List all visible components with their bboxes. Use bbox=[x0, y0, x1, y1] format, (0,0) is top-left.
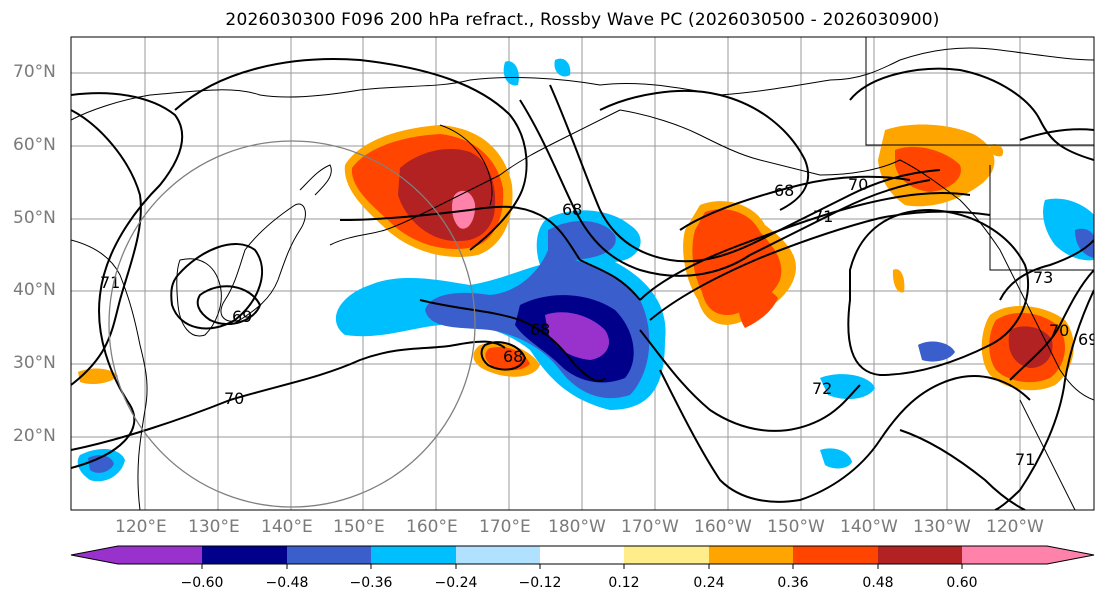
colorbar-tick-label: −0.12 bbox=[518, 575, 562, 591]
colorbar-tick-label: 0.36 bbox=[777, 575, 809, 591]
map-title: 2026030300 F096 200 hPa refract., Rossby… bbox=[225, 10, 940, 30]
colorbar-segment bbox=[371, 546, 456, 564]
contour-label: 68 bbox=[530, 320, 550, 339]
map-border bbox=[70, 36, 1095, 511]
contour-label: 73 bbox=[1033, 268, 1053, 287]
lon-label-160w: 160°W bbox=[694, 517, 752, 537]
colorbar-extend-max bbox=[1047, 546, 1094, 564]
lon-label-160e: 160°E bbox=[406, 517, 458, 537]
colorbar-segment bbox=[118, 546, 203, 564]
lat-label-30n: 30°N bbox=[13, 353, 56, 373]
anomaly-shading bbox=[77, 58, 1094, 482]
lon-label-120e: 120°E bbox=[115, 517, 167, 537]
lat-label-40n: 40°N bbox=[13, 280, 56, 300]
contour-label: 71 bbox=[100, 273, 120, 292]
contour-label: 72 bbox=[812, 379, 832, 398]
contour-label: 68 bbox=[503, 347, 523, 366]
colorbar-segment bbox=[202, 546, 287, 564]
lon-label-140e: 140°E bbox=[261, 517, 313, 537]
colorbar-segment bbox=[287, 546, 372, 564]
lon-label-150e: 150°E bbox=[333, 517, 385, 537]
contour-label: 70 bbox=[224, 389, 244, 408]
colorbar-segment bbox=[709, 546, 794, 564]
lon-label-150w: 150°W bbox=[767, 517, 825, 537]
colorbar-segment bbox=[878, 546, 963, 564]
colorbar-tick-label: 0.24 bbox=[693, 575, 725, 591]
contour-label: 68 bbox=[774, 181, 794, 200]
colorbar-tick-label: 0.60 bbox=[946, 575, 978, 591]
colorbar-tick-label: −0.48 bbox=[265, 575, 309, 591]
contour-label: 69 bbox=[1078, 330, 1098, 349]
colorbar-tick-label: −0.24 bbox=[434, 575, 478, 591]
reference-circle bbox=[108, 140, 476, 508]
contour-label: 71 bbox=[813, 207, 833, 226]
contour-lines bbox=[71, 58, 1094, 510]
contour-label: 70 bbox=[848, 175, 868, 194]
lon-label-170w: 170°W bbox=[621, 517, 679, 537]
lat-label-20n: 20°N bbox=[13, 426, 56, 446]
lon-label-170e: 170°E bbox=[479, 517, 531, 537]
colorbar-segment bbox=[540, 546, 625, 564]
colorbar-tick-label: 0.48 bbox=[862, 575, 894, 591]
lat-label-60n: 60°N bbox=[13, 135, 56, 155]
lon-label-140w: 140°W bbox=[840, 517, 898, 537]
lat-label-50n: 50°N bbox=[13, 208, 56, 228]
contour-label-group: 71 69 70 68 68 68 68 70 71 72 73 70 69 7… bbox=[100, 175, 1098, 469]
colorbar-segment bbox=[962, 546, 1047, 564]
contour-label: 70 bbox=[1049, 321, 1069, 340]
lat-label-70n: 70°N bbox=[13, 62, 56, 82]
colorbar-tick-label: −0.60 bbox=[180, 575, 224, 591]
colorbar-tick-label: −0.36 bbox=[349, 575, 393, 591]
colorbar-segment bbox=[456, 546, 541, 564]
colorbar-extend-min bbox=[71, 546, 118, 564]
lon-label-130e: 130°E bbox=[188, 517, 240, 537]
colorbar-tick-label: 0.12 bbox=[608, 575, 640, 591]
coastlines bbox=[71, 37, 1094, 510]
colorbar bbox=[70, 545, 1095, 569]
lon-label-180w: 180°W bbox=[548, 517, 606, 537]
graticule bbox=[71, 37, 1094, 510]
contour-label: 69 bbox=[232, 307, 252, 326]
colorbar-segment bbox=[624, 546, 709, 564]
colorbar-outline bbox=[70, 545, 1095, 565]
lon-label-130w: 130°W bbox=[913, 517, 971, 537]
contour-label: 68 bbox=[562, 200, 582, 219]
colorbar-segment bbox=[793, 546, 878, 564]
lon-label-120w: 120°W bbox=[986, 517, 1044, 537]
contour-label: 71 bbox=[1015, 450, 1035, 469]
